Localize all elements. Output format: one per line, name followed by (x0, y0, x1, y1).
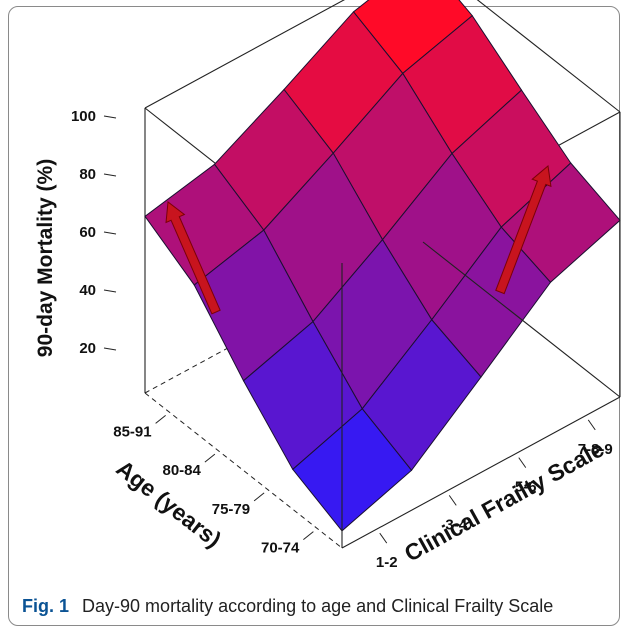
z-tick (103, 231, 117, 235)
age-tick (303, 531, 314, 541)
age-tick (253, 492, 265, 502)
frailty-tick (518, 457, 527, 468)
age-tick-label: 80-84 (163, 462, 202, 479)
age-tick (155, 414, 166, 424)
box-edge (476, 0, 621, 113)
box-edge (144, 0, 345, 109)
caption-text: Day-90 mortality according to age and Cl… (82, 596, 554, 616)
caption-label: Fig. 1 (22, 596, 70, 616)
z-tick-label: 40 (79, 282, 96, 299)
frailty-tick-label: 1-2 (376, 554, 398, 571)
frailty-tick (587, 419, 596, 431)
surface-cell (292, 408, 413, 532)
box-front-edges (341, 112, 621, 549)
frailty-tick-label: 7-8-9 (578, 441, 613, 458)
z-tick-label: 60 (79, 224, 96, 241)
figure-caption: Fig. 1 Day-90 mortality according to age… (22, 596, 553, 617)
age-tick (204, 453, 216, 463)
trend-arrows (165, 165, 552, 315)
z-tick (103, 347, 117, 351)
z-tick (103, 173, 117, 177)
box-edge (144, 392, 343, 549)
y-axis-label: Clinical Frailty Scale (400, 435, 608, 566)
age-tick-label: 75-79 (212, 501, 250, 518)
frailty-tick-label: 3-4 (445, 516, 467, 533)
z-tick (103, 289, 117, 293)
axis-ticks (103, 115, 596, 544)
frailty-tick (379, 532, 388, 544)
z-axis-label: 90-day Mortality (%) (34, 159, 57, 357)
trend-arrow (495, 165, 552, 295)
frailty-tick-label: 5-6 (515, 479, 537, 496)
age-tick-label: 70-74 (261, 540, 300, 557)
age-tick-label: 85-91 (113, 423, 151, 440)
z-tick-label: 80 (79, 166, 96, 183)
trend-arrow (165, 201, 221, 315)
z-tick (103, 115, 117, 119)
z-tick-label: 100 (71, 108, 96, 125)
box-edge (341, 396, 621, 549)
frailty-tick (448, 495, 457, 506)
box-edge (422, 241, 621, 398)
surface-mesh (144, 0, 621, 532)
z-tick-label: 20 (79, 340, 96, 357)
